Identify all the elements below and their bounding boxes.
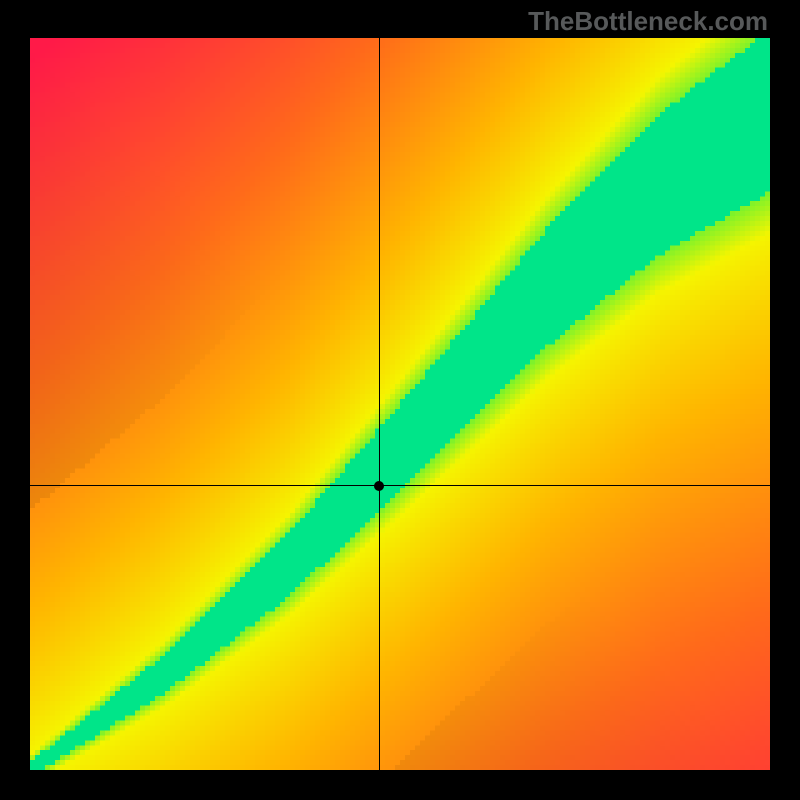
crosshair-marker	[374, 481, 384, 491]
crosshair-horizontal	[30, 485, 770, 486]
chart-frame: TheBottleneck.com	[0, 0, 800, 800]
heatmap-canvas	[30, 38, 770, 770]
watermark-label: TheBottleneck.com	[528, 6, 768, 37]
heatmap-plot	[30, 38, 770, 770]
crosshair-vertical	[379, 38, 380, 770]
